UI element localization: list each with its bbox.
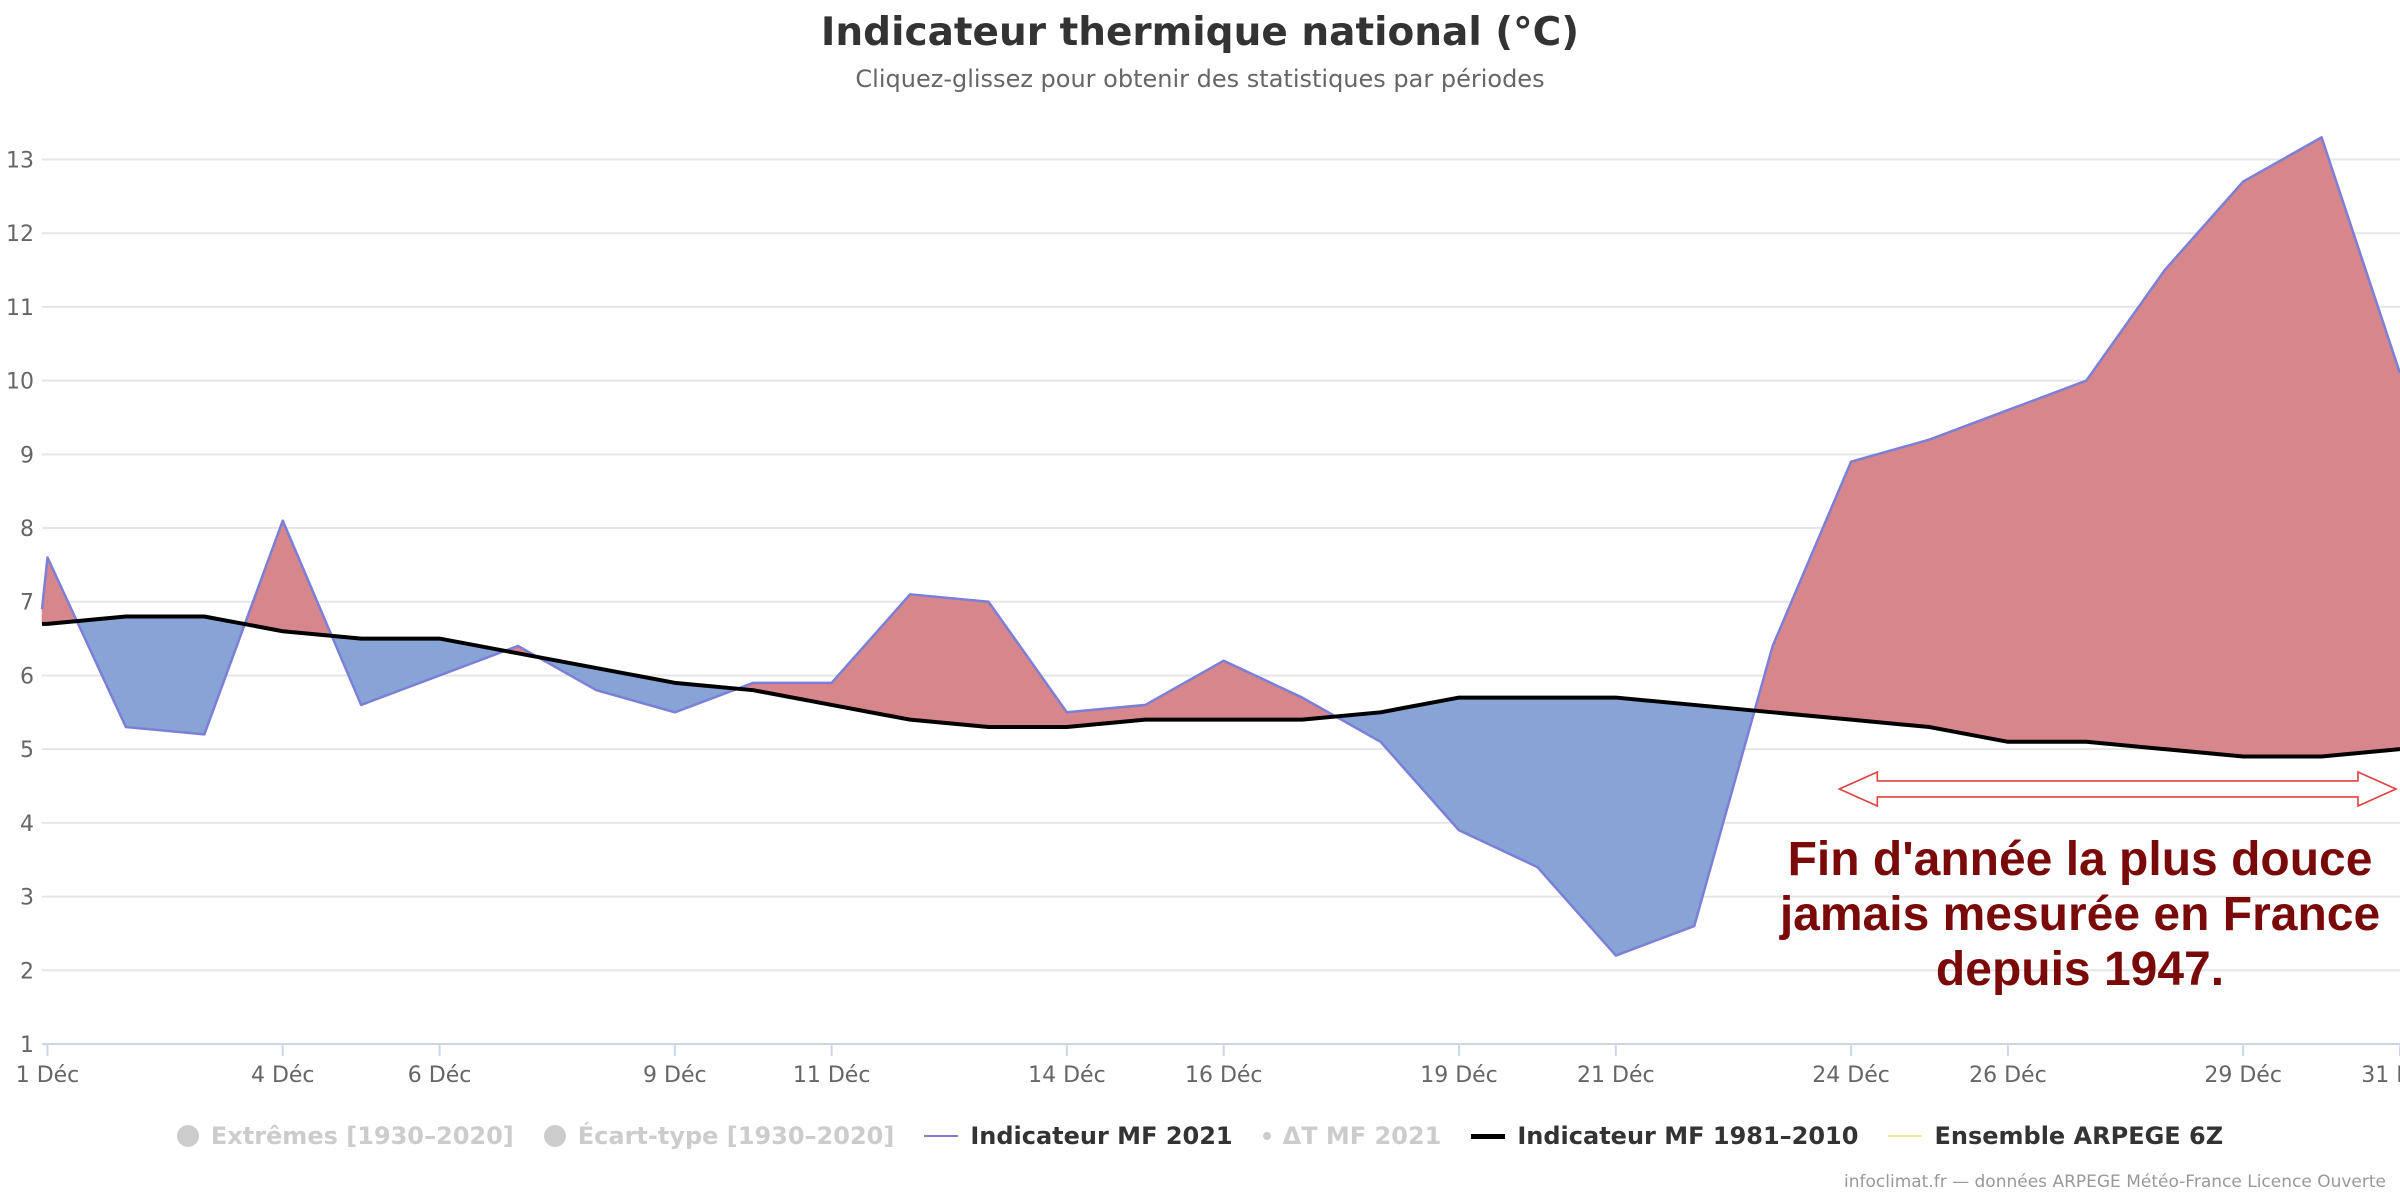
anomaly-area (2164, 180, 2244, 757)
anomaly-area (909, 594, 989, 728)
annotation-line-2: jamais mesurée en France (1779, 888, 2381, 941)
credits[interactable]: infoclimat.fr — données ARPEGE Météo-Fra… (1844, 1172, 2386, 1192)
double-arrow (1837, 770, 2398, 808)
y-tick-label: 10 (6, 370, 34, 395)
legend-line-icon (1471, 1133, 1506, 1139)
legend-item[interactable]: Indicateur MF 2021 (924, 1122, 1233, 1150)
anomaly-area (1929, 409, 2009, 743)
legend-dot-icon (1262, 1132, 1271, 1140)
legend-label: ΔT MF 2021 (1282, 1122, 1442, 1150)
x-tick-label: 6 Déc (408, 1063, 472, 1088)
y-tick-label: 8 (20, 517, 34, 542)
x-tick-label: 21 Déc (1577, 1063, 1655, 1088)
anomaly-area (1223, 660, 1303, 720)
legend-label: Indicateur MF 1981–2010 (1517, 1122, 1859, 1150)
x-tick-label: 9 Déc (643, 1063, 707, 1088)
x-tick-label: 11 Déc (793, 1063, 871, 1088)
x-tick-label: 26 Déc (1969, 1063, 2047, 1088)
anomaly-area (1850, 439, 1930, 728)
x-tick-label: 24 Déc (1812, 1063, 1890, 1088)
y-tick-label: 9 (20, 443, 34, 468)
annotation-line-3: depuis 1947. (1935, 943, 2225, 996)
y-tick-label: 13 (6, 148, 34, 173)
legend-item[interactable]: Ensemble ARPEGE 6Z (1888, 1122, 2223, 1150)
legend-circle-icon (176, 1125, 199, 1147)
legend-item[interactable]: Écart-type [1930–2020] (543, 1122, 895, 1150)
legend-label: Extrêmes [1930–2020] (210, 1122, 514, 1150)
anomaly-area (1772, 461, 1852, 721)
anomaly-area (1458, 697, 1538, 868)
legend-label: Écart-type [1930–2020] (577, 1122, 895, 1150)
normal-series-line (42, 614, 2400, 759)
series-lines (40, 136, 2400, 957)
anomaly-area (1615, 697, 1695, 956)
chart-title: Indicateur thermique national (°C) (820, 10, 1580, 55)
annotation-text: Fin d'année la plus douce jamais mesurée… (1760, 832, 2400, 997)
y-tick-label: 4 (20, 812, 34, 837)
x-tick-label: 31 Déc (2361, 1063, 2400, 1088)
x-tick-label: 19 Déc (1420, 1063, 1498, 1088)
anomaly-area (2007, 380, 2087, 743)
annotation-line-1: Fin d'année la plus douce (1787, 833, 2373, 886)
legend-item[interactable]: Extrêmes [1930–2020] (176, 1122, 514, 1150)
legend-circle-icon (543, 1125, 566, 1147)
anomaly-area (1145, 660, 1225, 720)
y-tick-label: 5 (20, 738, 34, 763)
chart-legend: Extrêmes [1930–2020] Écart-type [1930–202… (0, 1122, 2400, 1150)
x-tick-label: 14 Déc (1028, 1063, 1106, 1088)
anomaly-area (2086, 269, 2166, 750)
legend-line-icon (924, 1135, 959, 1137)
anomaly-area (831, 593, 911, 721)
y-tick-label: 3 (20, 886, 34, 911)
x-tick-label: 1 Déc (16, 1063, 80, 1088)
y-tick-label: 1 (20, 1033, 34, 1058)
x-tick-label: 16 Déc (1185, 1063, 1263, 1088)
legend-label: Ensemble ARPEGE 6Z (1934, 1122, 2224, 1150)
legend-label: Indicateur MF 2021 (970, 1122, 1233, 1150)
chart-subtitle: Cliquez-glissez pour obtenir des statist… (855, 65, 1545, 93)
x-tick-label: 4 Déc (251, 1063, 315, 1088)
y-tick-label: 7 (20, 591, 34, 616)
annotation-arrow (1837, 770, 2398, 808)
y-tick-label: 11 (6, 296, 34, 321)
y-tick-label: 2 (20, 959, 34, 984)
anomaly-area (360, 638, 440, 706)
y-tick-label: 12 (6, 222, 34, 247)
anomaly-area (2242, 136, 2322, 757)
legend-item[interactable]: ΔT MF 2021 (1262, 1122, 1442, 1150)
anomaly-area (125, 616, 205, 735)
anomaly-area (1537, 697, 1617, 957)
anomaly-area (2321, 137, 2400, 757)
x-tick-label: 29 Déc (2204, 1063, 2282, 1088)
legend-item[interactable]: Indicateur MF 1981–2010 (1471, 1122, 1858, 1150)
anomaly-area (1380, 697, 1460, 832)
actual-series-line (40, 136, 2400, 957)
y-tick-label: 6 (20, 664, 34, 689)
anomaly-area (988, 600, 1068, 728)
legend-line-icon (1888, 1135, 1923, 1137)
